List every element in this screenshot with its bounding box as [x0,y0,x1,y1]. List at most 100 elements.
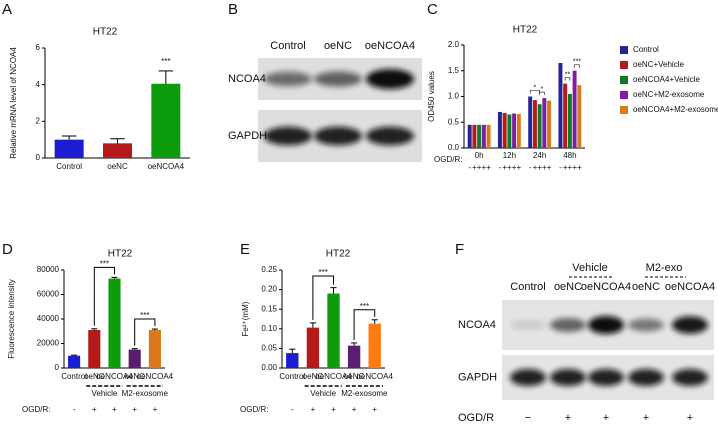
bar [502,112,507,148]
bar [148,330,161,368]
lane-label: oeNCOA4 [581,281,631,293]
ogd-mark: + [572,163,577,172]
y-tick-label: 0 [55,363,60,372]
ogd-mark: + [533,163,538,172]
y-tick-label: 0.05 [261,344,277,353]
y-tick-label: 2.0 [448,40,460,49]
error-bar [131,348,138,350]
bar [467,124,472,148]
panel-letter: C [427,1,438,18]
group-label: Vehicle [572,262,607,274]
y-tick-label: 1.0 [448,92,460,101]
blot-band [510,320,546,330]
x-tick-label: Control [279,372,305,381]
x-tick-label: oeNC [124,372,145,381]
panel-letter: E [240,241,250,258]
ogd-mark: + [507,163,512,172]
ogd-mark: + [311,405,316,414]
panel-letter: F [455,241,464,258]
y-tick-label: 6 [36,43,41,52]
ogd-mark: + [331,405,336,414]
significance-bracket [564,77,571,81]
legend-swatch [620,46,628,54]
bar [528,96,533,148]
y-tick-label: 2 [36,116,41,125]
y-tick-label: 0.20 [261,285,277,294]
ogd-mark: + [512,163,517,172]
error-bar [110,138,125,144]
error-bar [71,354,78,356]
ogd-label: OGD/R [458,412,494,424]
y-axis-label: Fluorescence intensity [7,279,16,359]
ogd-mark: - [73,405,76,414]
y-axis-label: Relative mRNA level of NCOA4 [9,47,18,159]
ogd-mark: + [603,412,609,424]
bar [108,278,121,368]
chart-title: HT22 [108,249,133,260]
x-tick-label: oeNC [84,372,105,381]
error-bar [158,70,174,84]
panel-letter: D [2,241,13,258]
error-bar [309,322,316,328]
ogd-mark: + [352,405,357,414]
blot-band [550,318,586,332]
bar [558,63,563,148]
ogd-mark: - [468,163,471,172]
bar [481,124,486,148]
bar [507,114,512,148]
bar [572,70,577,148]
legend-swatch [620,76,628,84]
y-tick-label: 20000 [37,339,60,348]
group-label: Vehicle [92,389,118,398]
significance-label: *** [161,57,170,66]
significance-label: ** [565,71,571,78]
group-label: M2-exo [646,262,683,274]
blot-band [628,318,664,332]
x-tick-label: oeNCOA4 [315,372,352,381]
x-tick-label: Control [61,372,87,381]
lane-label: Control [270,40,305,52]
x-tick-label: 24h [533,151,546,160]
blot-band [314,126,362,146]
band-label: NCOA4 [458,319,496,331]
ogd-mark: - [529,163,532,172]
error-bar [351,342,358,346]
y-tick-label: 1.5 [448,66,460,75]
x-tick-label: oeNC [303,372,324,381]
legend-swatch [620,91,628,99]
ogd-mark: + [643,412,649,424]
x-tick-label: oeNC [344,372,365,381]
bar [497,111,502,148]
bar [151,83,181,158]
y-tick-label: 0.0 [448,143,460,152]
panel-letter: B [228,1,238,18]
bar [512,113,517,148]
significance-bracket [312,275,334,320]
ogd-mark: + [547,163,552,172]
y-tick-label: 0.00 [261,363,277,372]
x-tick-label: oeNCOA4 [137,372,174,381]
bar [347,345,361,368]
ogd-label: OGD/R: [434,155,462,164]
ogd-mark: + [132,405,137,414]
bar [306,327,320,368]
bar [68,355,81,368]
ogd-mark: + [477,163,482,172]
ogd-label: OGD/R: [240,405,268,414]
ogd-mark: + [486,163,491,172]
legend-label: Control [633,45,659,54]
ogd-mark: + [472,163,477,172]
bar [563,83,568,148]
blot-band [672,316,708,334]
bar [516,114,521,148]
y-tick-label: 80000 [37,265,60,274]
bar [472,124,477,148]
blot-band [672,369,708,386]
error-bar [61,135,77,140]
bar [88,330,101,368]
ogd-mark: + [565,412,571,424]
ogd-mark: + [537,163,542,172]
y-tick-label: 60000 [37,290,60,299]
x-tick-label: 0h [475,151,484,160]
